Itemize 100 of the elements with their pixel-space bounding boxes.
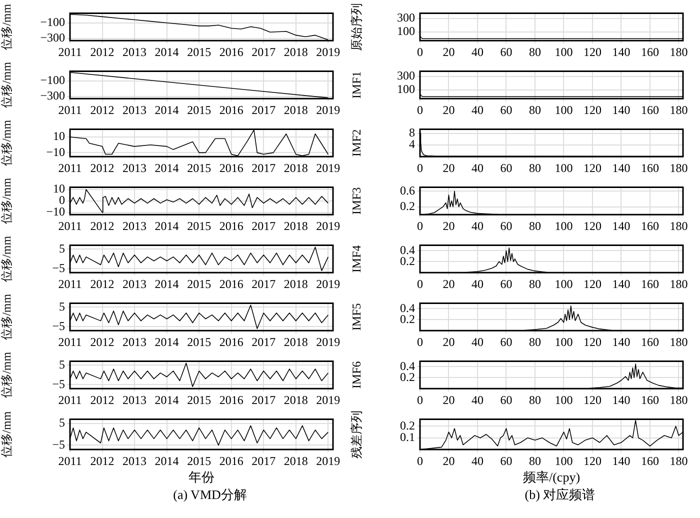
- y-axis-title: 位移/mm: [0, 293, 14, 340]
- x-tick-label: 20: [442, 276, 455, 291]
- x-tick-label: 40: [471, 44, 484, 59]
- x-tick-label: 2017: [252, 44, 276, 59]
- y-tick-label: 5: [59, 299, 65, 314]
- x-tick-label: 100: [554, 218, 573, 233]
- y-axis-title: 位移/mm: [0, 119, 14, 166]
- y-tick-label: 4: [409, 137, 415, 152]
- x-tick-label: 40: [471, 276, 484, 291]
- x-tick-label: 180: [670, 334, 688, 349]
- y-axis-title: IMF1: [349, 71, 364, 99]
- x-tick-label: 2019: [316, 334, 340, 349]
- x-tick-label: 80: [528, 392, 541, 407]
- x-tick-label: 2017: [252, 276, 276, 291]
- x-tick-label: 2012: [90, 334, 114, 349]
- x-tick-label: 2019: [316, 102, 340, 117]
- y-axis-title: 位移/mm: [0, 177, 14, 224]
- x-tick-label: 60: [500, 334, 512, 349]
- x-tick-label: 2013: [122, 454, 147, 468]
- y-axis-title: 位移/mm: [0, 3, 14, 50]
- x-tick-label: 60: [500, 454, 512, 468]
- x-tick-label: 180: [670, 160, 688, 175]
- x-tick-label: 80: [528, 454, 541, 468]
- x-tick-label: 2014: [154, 160, 179, 175]
- x-tick-label: 40: [471, 334, 484, 349]
- x-tick-label: 2013: [122, 392, 147, 407]
- x-tick-label: 2019: [316, 392, 340, 407]
- x-tick-label: 120: [583, 160, 602, 175]
- y-tick-label: 0.2: [400, 418, 415, 432]
- x-tick-label: 60: [500, 218, 512, 233]
- y-tick-label: 300: [397, 10, 415, 25]
- x-tick-label: 2016: [219, 44, 244, 59]
- x-tick-label: 2014: [154, 44, 179, 59]
- x-tick-label: 2016: [219, 102, 244, 117]
- x-tick-label: 2011: [58, 454, 82, 468]
- y-tick-label: 100: [397, 24, 415, 38]
- x-tick-label: 120: [583, 102, 602, 117]
- y-tick-label: −5: [52, 318, 65, 333]
- y-tick-label: −300: [40, 88, 65, 102]
- x-tick-label: 2017: [252, 392, 276, 407]
- y-tick-label: 5: [59, 357, 65, 372]
- x-tick-label: 2011: [58, 334, 82, 349]
- x-tick-label: 2016: [219, 218, 244, 233]
- y-tick-label: −5: [52, 437, 65, 452]
- x-tick-label: 140: [612, 276, 630, 291]
- x-tick-label: 40: [471, 218, 484, 233]
- y-tick-label: −10: [46, 144, 65, 159]
- x-tick-label: 2019: [316, 218, 340, 233]
- x-tick-label: 2016: [219, 276, 244, 291]
- x-tick-label: 60: [500, 44, 512, 59]
- x-tick-label: 100: [554, 276, 573, 291]
- x-tick-label: 2018: [284, 276, 308, 291]
- x-tick-label: 180: [670, 102, 688, 117]
- x-tick-label: 160: [640, 454, 659, 468]
- x-tick-label: 2018: [284, 44, 308, 59]
- x-tick-label: 2019: [316, 44, 340, 59]
- x-tick-label: 2012: [90, 44, 114, 59]
- x-tick-label: 160: [640, 334, 659, 349]
- x-tick-label: 2014: [154, 454, 179, 468]
- y-tick-label: 0.6: [400, 183, 415, 198]
- y-axis-title: 位移/mm: [0, 351, 14, 398]
- x-tick-label: 2015: [187, 44, 212, 59]
- x-tick-label: 140: [612, 392, 630, 407]
- x-tick-label: 160: [640, 392, 659, 407]
- x-tick-label: 80: [528, 334, 541, 349]
- x-tick-label: 140: [612, 454, 630, 468]
- x-tick-label: 160: [640, 276, 659, 291]
- x-tick-label: 2014: [154, 276, 179, 291]
- y-axis-title: 残差序列: [349, 410, 364, 458]
- x-tick-label: 60: [500, 392, 512, 407]
- x-tick-label: 2019: [316, 454, 340, 468]
- x-tick-label: 160: [640, 44, 659, 59]
- x-tick-label: 2011: [58, 160, 82, 175]
- x-tick-label: 2017: [252, 334, 276, 349]
- y-tick-label: 10: [53, 182, 65, 196]
- y-axis-title: 原始序列: [349, 2, 364, 51]
- y-tick-label: 8: [409, 126, 415, 140]
- x-tick-label: 2019: [316, 276, 340, 291]
- x-tick-label: 2011: [58, 102, 82, 117]
- x-tick-label: 140: [612, 218, 630, 233]
- x-tick-label: 2011: [58, 276, 82, 291]
- x-tick-label: 2012: [90, 392, 114, 407]
- x-tick-label: 2011: [58, 218, 82, 233]
- x-tick-label: 2012: [90, 218, 114, 233]
- x-tick-label: 100: [554, 334, 573, 349]
- x-tick-label: 20: [442, 218, 455, 233]
- y-tick-label: 300: [397, 68, 415, 83]
- x-tick-label: 2015: [187, 276, 212, 291]
- x-tick-label: 2015: [187, 218, 212, 233]
- y-tick-label: 0.2: [400, 198, 415, 213]
- x-tick-label: 20: [442, 392, 455, 407]
- y-tick-label: 100: [397, 82, 415, 96]
- x-tick-label: 120: [583, 392, 602, 407]
- x-tick-label: 2015: [187, 102, 212, 117]
- y-axis-title: 位移/mm: [0, 61, 14, 108]
- x-tick-label: 140: [612, 102, 630, 117]
- x-tick-label: 80: [528, 276, 541, 291]
- x-tick-label: 2018: [284, 218, 308, 233]
- x-tick-label: 2015: [187, 334, 212, 349]
- x-tick-label: 40: [471, 160, 484, 175]
